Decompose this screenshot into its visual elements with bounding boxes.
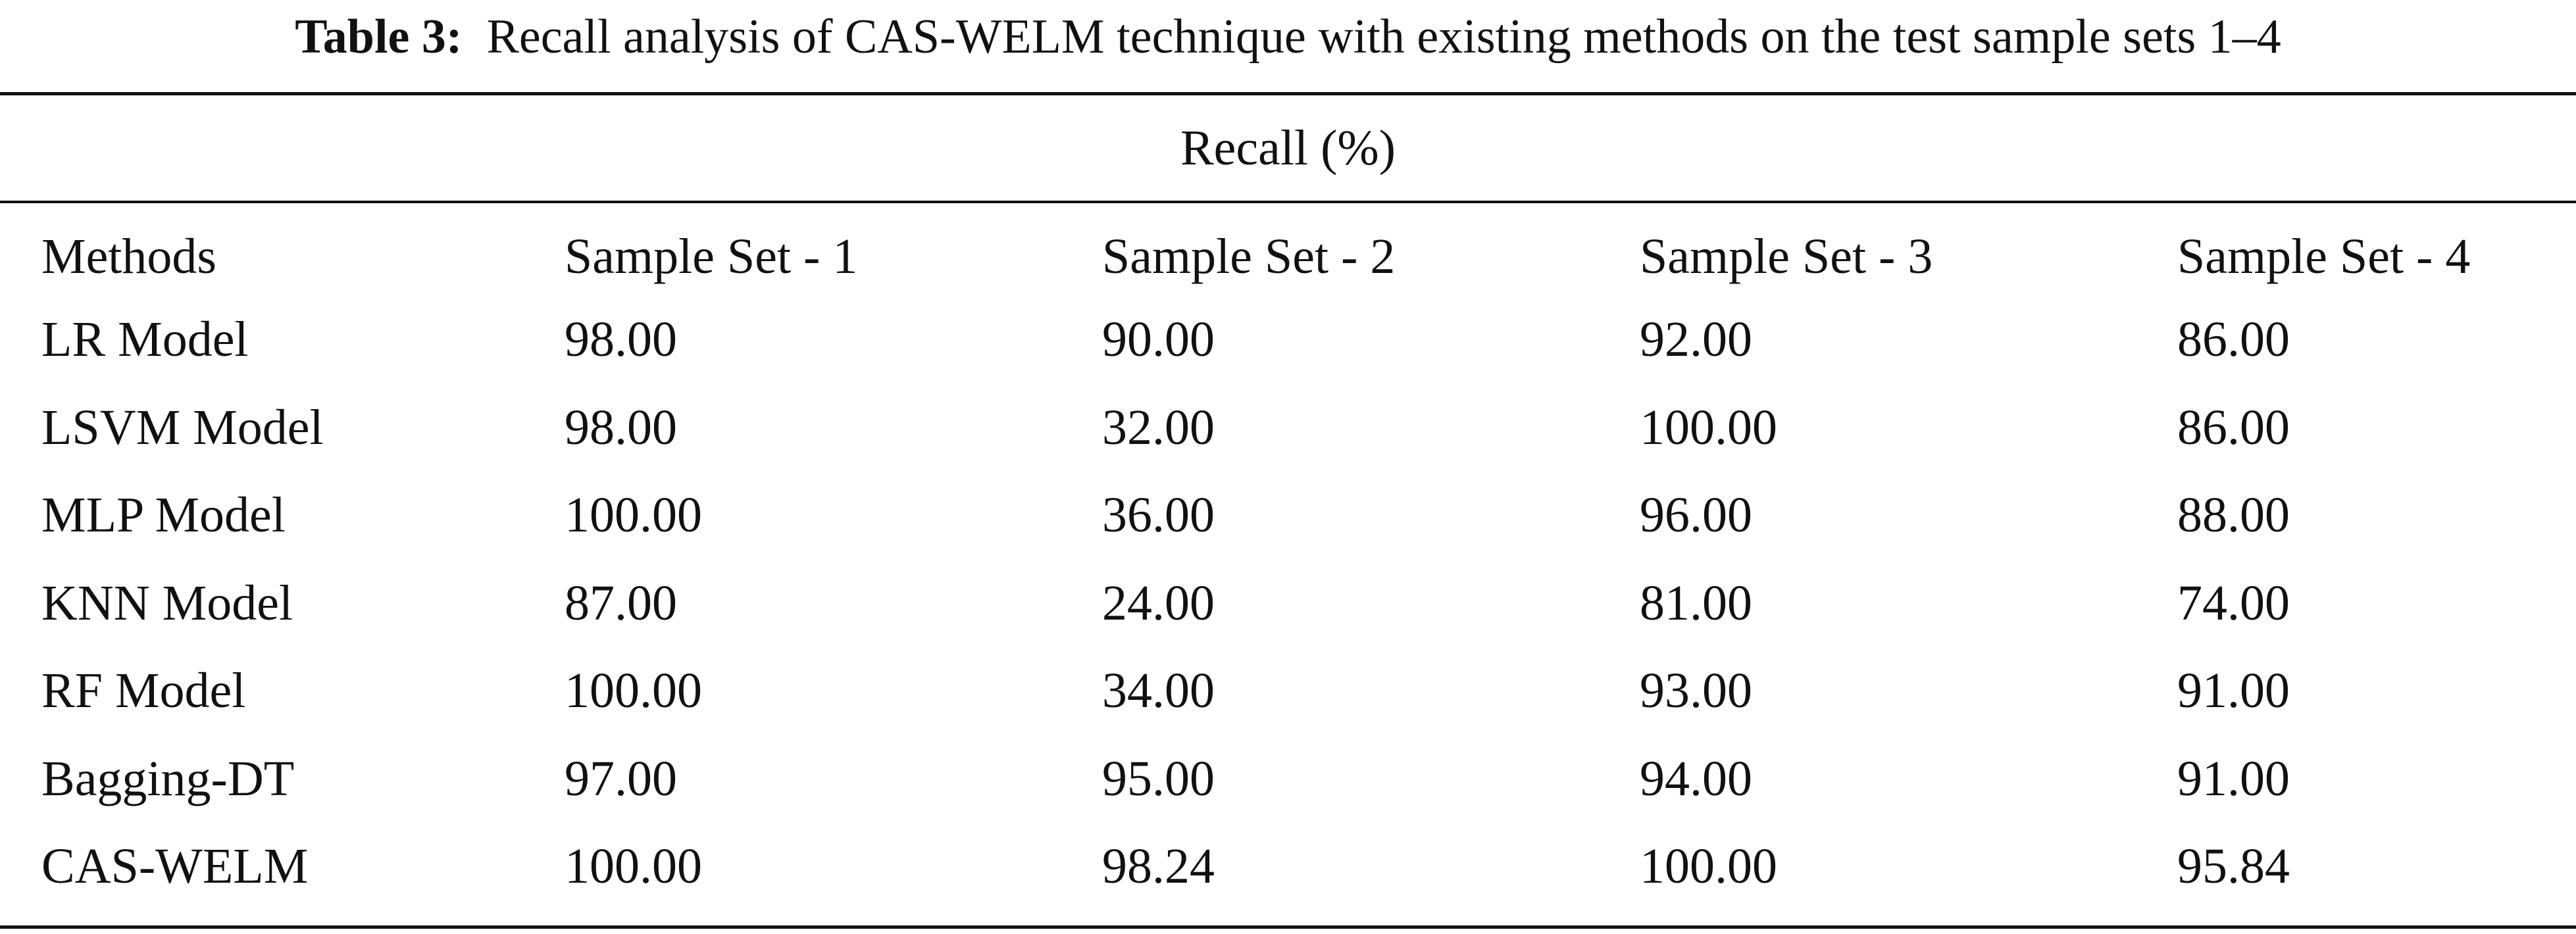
table-caption: Table 3: Recall analysis of CAS-WELM tec… xyxy=(0,4,2576,70)
value-cell: 98.00 xyxy=(565,399,677,455)
table-row: RF Model 100.00 34.00 93.00 91.00 xyxy=(0,647,2576,735)
value-cell: 96.00 xyxy=(1640,487,1752,543)
value-cell: 86.00 xyxy=(2177,312,2290,368)
value-cell: 97.00 xyxy=(565,750,677,806)
value-cell: 86.00 xyxy=(2177,399,2290,455)
column-header: Sample Set - 4 xyxy=(2177,228,2471,284)
table-row: Bagging-DT 97.00 95.00 94.00 91.00 xyxy=(0,735,2576,823)
header-rule xyxy=(0,201,2576,203)
value-cell: 92.00 xyxy=(1640,312,1752,368)
group-header: Recall (%) xyxy=(1180,120,1396,176)
recall-table: Methods Sample Set - 1 Sample Set - 2 Sa… xyxy=(0,217,2576,911)
column-header: Methods xyxy=(41,228,216,284)
column-header: Sample Set - 2 xyxy=(1102,228,1396,284)
caption-text: Recall analysis of CAS-WELM technique wi… xyxy=(486,10,2281,64)
value-cell: 98.00 xyxy=(565,312,677,368)
bottom-rule xyxy=(0,925,2576,929)
value-cell: 100.00 xyxy=(565,663,702,719)
method-cell: MLP Model xyxy=(41,487,286,543)
value-cell: 93.00 xyxy=(1640,663,1752,719)
method-cell: CAS-WELM xyxy=(41,839,309,895)
method-cell: LSVM Model xyxy=(41,399,324,455)
value-cell: 36.00 xyxy=(1102,487,1215,543)
value-cell: 95.84 xyxy=(2177,839,2290,895)
value-cell: 81.00 xyxy=(1640,575,1752,631)
column-header: Sample Set - 3 xyxy=(1640,228,1933,284)
value-cell: 100.00 xyxy=(565,487,702,543)
column-header-row: Methods Sample Set - 1 Sample Set - 2 Sa… xyxy=(0,217,2576,296)
table-row: MLP Model 100.00 36.00 96.00 88.00 xyxy=(0,472,2576,560)
value-cell: 100.00 xyxy=(1640,399,1777,455)
method-cell: Bagging-DT xyxy=(41,750,295,806)
column-header: Sample Set - 1 xyxy=(565,228,858,284)
table-row: KNN Model 87.00 24.00 81.00 74.00 xyxy=(0,560,2576,648)
value-cell: 32.00 xyxy=(1102,399,1215,455)
top-rule xyxy=(0,92,2576,95)
method-cell: KNN Model xyxy=(41,575,293,631)
value-cell: 91.00 xyxy=(2177,663,2290,719)
value-cell: 34.00 xyxy=(1102,663,1215,719)
value-cell: 24.00 xyxy=(1102,575,1215,631)
table-row: LSVM Model 98.00 32.00 100.00 86.00 xyxy=(0,384,2576,472)
caption-label: Table 3: xyxy=(295,10,463,64)
value-cell: 88.00 xyxy=(2177,487,2290,543)
value-cell: 90.00 xyxy=(1102,312,1215,368)
table-row: CAS-WELM 100.00 98.24 100.00 95.84 xyxy=(0,823,2576,911)
value-cell: 91.00 xyxy=(2177,750,2290,806)
method-cell: RF Model xyxy=(41,663,246,719)
value-cell: 95.00 xyxy=(1102,750,1215,806)
method-cell: LR Model xyxy=(41,312,249,368)
value-cell: 100.00 xyxy=(1640,839,1777,895)
value-cell: 74.00 xyxy=(2177,575,2290,631)
value-cell: 94.00 xyxy=(1640,750,1752,806)
value-cell: 98.24 xyxy=(1102,839,1215,895)
value-cell: 87.00 xyxy=(565,575,677,631)
value-cell: 100.00 xyxy=(565,839,702,895)
table-row: LR Model 98.00 90.00 92.00 86.00 xyxy=(0,296,2576,384)
